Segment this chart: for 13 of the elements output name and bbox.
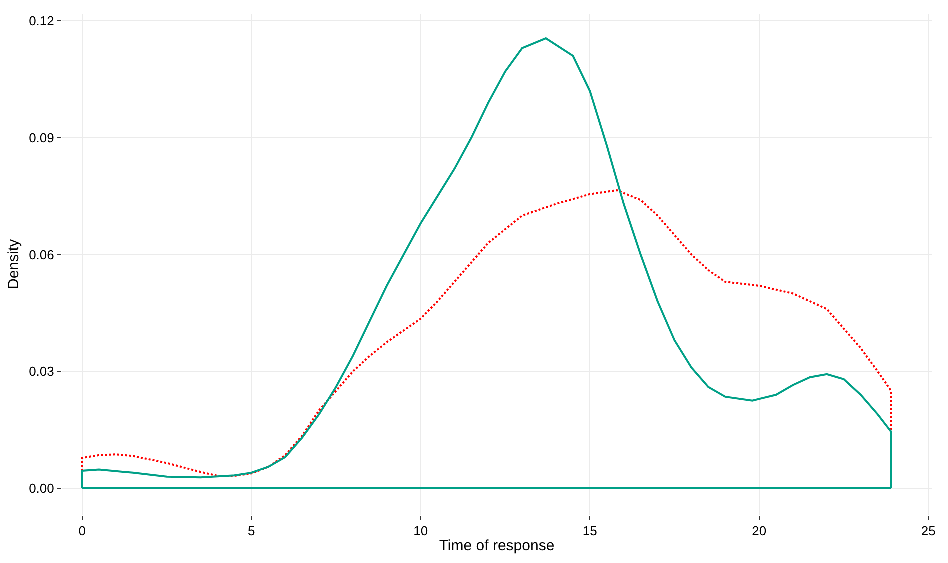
x-axis-title: Time of response — [439, 538, 555, 555]
y-tick-label: 0.03 — [29, 364, 54, 380]
x-tick-label: 0 — [78, 524, 86, 539]
x-tick-label: 10 — [414, 524, 428, 539]
x-tick-label: 15 — [582, 524, 598, 539]
y-tick-label: 0.00 — [29, 481, 54, 496]
x-tick-label: 20 — [752, 524, 767, 539]
y-tick-label: 0.12 — [29, 14, 54, 29]
x-tick-label: 25 — [921, 524, 936, 539]
y-axis-title: Density — [5, 239, 22, 290]
x-tick-label: 5 — [248, 524, 256, 539]
y-tick-label: 0.09 — [29, 130, 54, 146]
y-tick-label: 0.06 — [29, 247, 54, 262]
